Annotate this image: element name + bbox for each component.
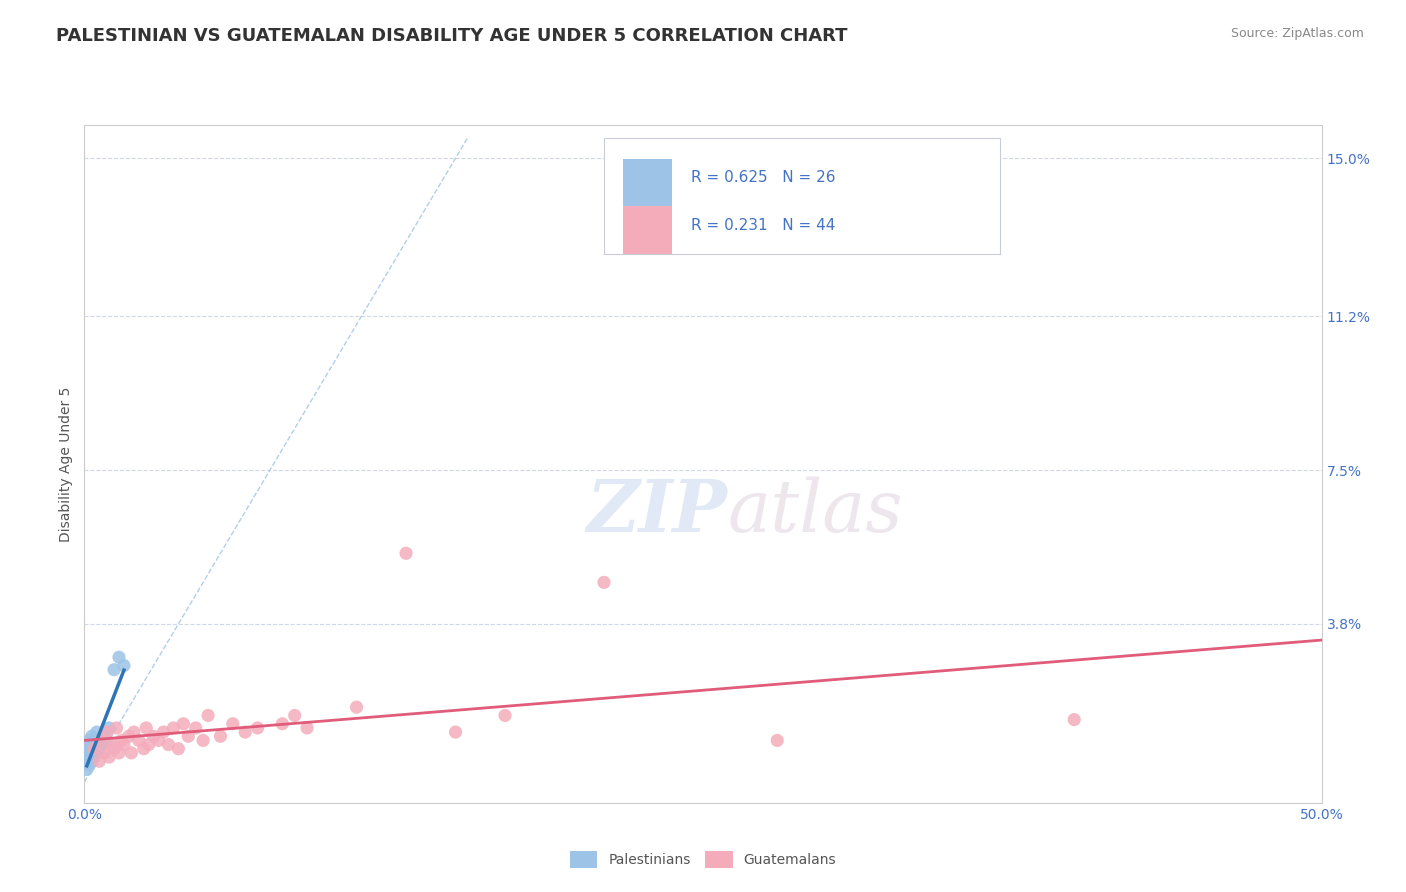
Point (112, 658, 135, 673)
Point (86, 746, 108, 760)
Point (593, 575, 616, 590)
Point (120, 746, 142, 760)
Point (89, 754, 111, 768)
FancyBboxPatch shape (623, 206, 672, 253)
Point (233, 725, 256, 739)
Point (79, 750, 101, 764)
Point (89, 741, 111, 756)
Point (1063, 713, 1085, 727)
Point (271, 716, 294, 731)
Point (80, 754, 103, 768)
Point (86, 738, 108, 752)
Text: PALESTINIAN VS GUATEMALAN DISABILITY AGE UNDER 5 CORRELATION CHART: PALESTINIAN VS GUATEMALAN DISABILITY AGE… (56, 27, 848, 45)
Point (172, 716, 194, 731)
Point (98, 721, 121, 735)
Point (346, 700, 368, 714)
Point (93, 729, 115, 743)
Point (86, 725, 108, 739)
Point (90, 733, 112, 747)
Point (76, 754, 98, 768)
Point (110, 733, 132, 747)
Point (209, 729, 232, 743)
Point (142, 729, 165, 743)
Point (148, 733, 170, 747)
FancyBboxPatch shape (623, 159, 672, 206)
Point (138, 738, 160, 752)
Point (83, 750, 105, 764)
Point (177, 729, 200, 743)
Point (152, 725, 174, 739)
Point (112, 738, 135, 752)
Point (79, 733, 101, 747)
Point (98, 750, 121, 764)
Point (80, 738, 103, 752)
Point (118, 729, 141, 743)
Point (79, 741, 101, 756)
Point (122, 725, 145, 739)
Point (83, 733, 105, 747)
Point (103, 741, 125, 756)
Point (191, 733, 214, 747)
Legend: Palestinians, Guatemalans: Palestinians, Guatemalans (564, 846, 842, 874)
Point (83, 741, 105, 756)
Point (135, 721, 157, 735)
Point (79, 758, 101, 772)
Point (96, 733, 118, 747)
Point (83, 741, 105, 756)
Point (494, 708, 516, 723)
Point (108, 746, 131, 760)
Point (128, 733, 150, 747)
Y-axis label: Disability Age Under 5: Disability Age Under 5 (59, 386, 73, 541)
Text: R = 0.625   N = 26: R = 0.625 N = 26 (690, 170, 835, 186)
Point (100, 738, 122, 752)
Point (167, 741, 190, 756)
Point (246, 721, 269, 735)
Point (222, 716, 245, 731)
Point (284, 708, 307, 723)
Point (76, 746, 98, 760)
Point (108, 650, 131, 665)
Point (90, 738, 112, 752)
Point (132, 741, 155, 756)
Point (184, 721, 207, 735)
Point (197, 708, 219, 723)
Point (395, 546, 418, 560)
Point (444, 725, 467, 739)
Point (766, 733, 789, 747)
Point (96, 725, 118, 739)
FancyBboxPatch shape (605, 138, 1000, 253)
Point (103, 663, 125, 677)
Point (80, 746, 103, 760)
Point (80, 729, 103, 743)
Text: R = 0.231   N = 44: R = 0.231 N = 44 (690, 218, 835, 233)
Text: atlas: atlas (728, 476, 903, 547)
Point (295, 721, 318, 735)
Point (93, 746, 115, 760)
Text: Source: ZipAtlas.com: Source: ZipAtlas.com (1230, 27, 1364, 40)
Point (157, 738, 180, 752)
Point (76, 763, 98, 777)
Text: ZIP: ZIP (586, 475, 728, 547)
Point (162, 721, 184, 735)
Point (89, 733, 111, 747)
Point (105, 721, 128, 735)
